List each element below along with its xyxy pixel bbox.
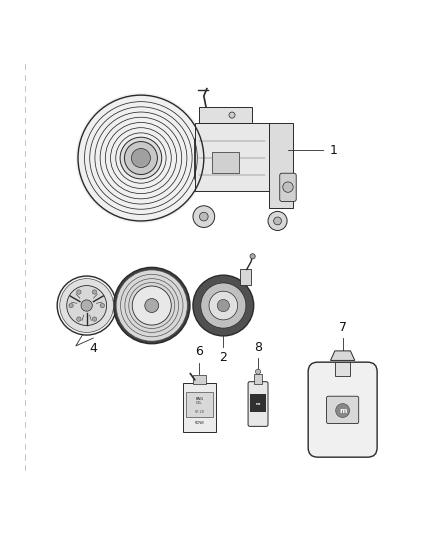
FancyBboxPatch shape bbox=[335, 362, 350, 376]
Circle shape bbox=[113, 268, 190, 344]
Circle shape bbox=[100, 303, 105, 308]
FancyBboxPatch shape bbox=[183, 383, 216, 432]
Circle shape bbox=[132, 286, 171, 325]
Circle shape bbox=[124, 142, 157, 174]
Text: 2: 2 bbox=[219, 351, 227, 364]
FancyBboxPatch shape bbox=[240, 269, 251, 285]
Text: MOPAR: MOPAR bbox=[194, 421, 205, 425]
FancyBboxPatch shape bbox=[280, 173, 296, 201]
Circle shape bbox=[255, 369, 261, 374]
Circle shape bbox=[76, 93, 206, 223]
Circle shape bbox=[193, 275, 254, 336]
Text: 8: 8 bbox=[254, 341, 262, 354]
Text: 7: 7 bbox=[339, 320, 346, 334]
Circle shape bbox=[268, 212, 287, 230]
Circle shape bbox=[60, 279, 113, 333]
Circle shape bbox=[145, 298, 159, 312]
Circle shape bbox=[77, 317, 81, 321]
Circle shape bbox=[250, 254, 255, 259]
Circle shape bbox=[193, 206, 215, 228]
FancyBboxPatch shape bbox=[254, 374, 262, 384]
Text: PAG
OIL: PAG OIL bbox=[195, 397, 204, 405]
Circle shape bbox=[120, 137, 162, 179]
Circle shape bbox=[57, 276, 116, 335]
Circle shape bbox=[209, 291, 238, 320]
Text: 1: 1 bbox=[330, 144, 338, 157]
FancyBboxPatch shape bbox=[327, 396, 359, 424]
Circle shape bbox=[77, 290, 81, 294]
Text: 6: 6 bbox=[195, 345, 203, 359]
FancyBboxPatch shape bbox=[250, 394, 266, 412]
Circle shape bbox=[274, 217, 282, 225]
Polygon shape bbox=[331, 351, 355, 360]
Circle shape bbox=[201, 283, 246, 328]
FancyBboxPatch shape bbox=[269, 123, 293, 208]
FancyBboxPatch shape bbox=[193, 375, 206, 384]
Circle shape bbox=[229, 112, 235, 118]
Circle shape bbox=[199, 212, 208, 221]
Circle shape bbox=[81, 300, 92, 311]
FancyBboxPatch shape bbox=[308, 362, 377, 457]
Circle shape bbox=[217, 300, 230, 312]
Circle shape bbox=[116, 270, 188, 342]
FancyBboxPatch shape bbox=[248, 382, 268, 426]
Text: m: m bbox=[339, 408, 346, 414]
Circle shape bbox=[336, 403, 350, 417]
Text: m: m bbox=[256, 402, 260, 407]
FancyBboxPatch shape bbox=[212, 151, 239, 173]
Circle shape bbox=[131, 149, 151, 167]
Circle shape bbox=[92, 290, 97, 294]
FancyBboxPatch shape bbox=[195, 123, 269, 191]
Text: SP-20: SP-20 bbox=[194, 410, 205, 414]
Circle shape bbox=[92, 317, 97, 321]
Circle shape bbox=[283, 182, 293, 192]
Circle shape bbox=[69, 303, 73, 308]
Circle shape bbox=[67, 286, 106, 326]
FancyBboxPatch shape bbox=[186, 392, 213, 417]
Polygon shape bbox=[194, 139, 195, 181]
Text: 4: 4 bbox=[89, 342, 97, 355]
FancyBboxPatch shape bbox=[199, 107, 251, 123]
